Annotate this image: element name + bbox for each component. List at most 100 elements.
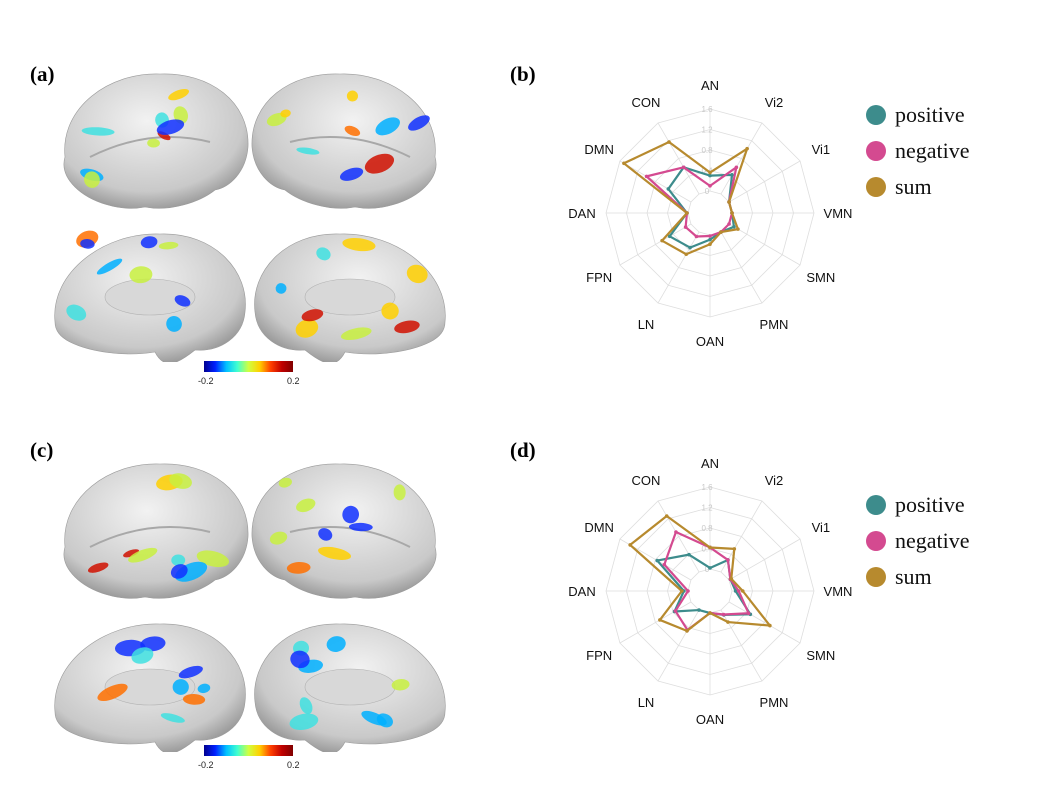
data-point-positive-FPN <box>667 234 672 239</box>
r-tick-label: 1.2 <box>701 504 713 513</box>
data-point-positive-AN <box>708 173 712 178</box>
data-point-positive-Vi2 <box>730 173 734 177</box>
axis-label-FPN: FPN <box>586 648 612 663</box>
activation-blob <box>97 683 128 702</box>
axis-label-VMN: VMN <box>824 584 853 599</box>
activation-blob <box>87 562 109 573</box>
legend-b: positive negative sum <box>866 97 970 205</box>
data-point-sum-Vi2 <box>745 146 749 151</box>
panel-label-d: (d) <box>510 438 536 462</box>
legend-item-negative: negative <box>866 523 970 559</box>
grid-spoke <box>657 122 700 195</box>
data-point-sum-DMN <box>622 161 626 166</box>
activation-blob <box>178 665 203 679</box>
brain-view <box>54 230 246 362</box>
activation-blob <box>295 319 319 338</box>
activation-blob <box>269 531 288 545</box>
data-point-sum-Vi2 <box>732 547 737 551</box>
legend-label: sum <box>895 174 932 199</box>
data-point-positive-DMN <box>666 187 671 191</box>
axis-label-SMN: SMN <box>806 648 835 663</box>
data-point-positive-CON <box>687 552 691 557</box>
activation-blob <box>275 283 287 294</box>
brain-maps-a <box>54 73 446 362</box>
series-sum <box>622 140 749 257</box>
data-point-sum-PMN <box>726 620 730 624</box>
data-point-sum-SMN <box>736 227 740 231</box>
panel-label-a: (a) <box>30 62 55 86</box>
panel-label-b: (b) <box>510 62 536 86</box>
activation-blob <box>391 679 410 691</box>
data-point-positive-SMN <box>732 225 736 229</box>
data-point-positive-LN <box>688 245 692 250</box>
grid-spoke <box>619 160 692 203</box>
activation-blob <box>123 549 140 558</box>
axis-label-LN: LN <box>638 695 655 710</box>
axis-label-Vi2: Vi2 <box>765 473 784 488</box>
radar-grid <box>605 108 815 318</box>
data-point-negative-DMN <box>662 562 667 567</box>
brain-maps-c <box>54 463 446 752</box>
data-point-negative-Vi2 <box>726 558 730 562</box>
axis-label-SMN: SMN <box>806 270 835 285</box>
colorbar-c-min: -0.2 <box>198 760 214 770</box>
activation-blob <box>182 693 206 705</box>
legend-label: sum <box>895 564 932 589</box>
data-point-sum-OAN <box>708 242 712 247</box>
activation-blob <box>299 697 313 715</box>
legend-label: negative <box>895 138 970 163</box>
activation-blob <box>326 636 346 652</box>
data-point-negative-DMN <box>644 174 649 179</box>
axis-label-OAN: OAN <box>696 712 724 727</box>
axis-label-AN: AN <box>701 78 719 93</box>
axis-label-OAN: OAN <box>696 334 724 349</box>
activation-blob <box>128 547 158 563</box>
grid-spoke <box>728 160 801 203</box>
axis-label-VMN: VMN <box>824 206 853 221</box>
brain-view <box>254 233 446 362</box>
grid-spoke <box>657 500 700 573</box>
activation-blob <box>169 473 192 489</box>
activation-blob <box>296 498 316 513</box>
grid-spoke <box>720 122 763 195</box>
activation-blob <box>278 477 292 488</box>
data-point-positive-DMN <box>655 558 660 563</box>
legend-item-sum: sum <box>866 169 970 205</box>
data-point-sum-VMN <box>740 589 745 593</box>
brain-view <box>251 73 437 209</box>
r-tick-label: 0.4 <box>701 545 713 554</box>
data-point-negative-CON <box>681 165 686 170</box>
activation-blob <box>160 713 185 723</box>
data-point-sum-DAN <box>680 589 684 593</box>
activation-blob <box>66 304 87 321</box>
activation-blob <box>344 125 361 137</box>
data-point-sum-PMN <box>719 230 723 234</box>
data-point-sum-LN <box>684 252 688 257</box>
colorbar-a-max: 0.2 <box>287 376 300 386</box>
activation-blob <box>408 115 430 131</box>
r-tick-label: 0 <box>705 565 710 574</box>
grid-spoke <box>728 601 801 644</box>
axis-label-LN: LN <box>638 317 655 332</box>
activation-blob <box>289 713 319 730</box>
activation-blob <box>158 241 179 250</box>
legend-item-positive: positive <box>866 487 970 523</box>
brain-view <box>63 463 249 599</box>
activation-blob <box>342 237 376 252</box>
activation-blob <box>381 302 399 320</box>
data-point-negative-AN <box>708 184 712 188</box>
data-point-negative-Vi2 <box>734 165 739 170</box>
data-point-sum-CON <box>664 514 669 518</box>
legend-item-negative: negative <box>866 133 970 169</box>
legend-swatch <box>866 567 886 587</box>
legend-swatch <box>866 105 886 125</box>
data-point-negative-FPN <box>673 609 678 613</box>
r-tick-label: 0.8 <box>701 524 713 533</box>
data-point-negative-SMN <box>727 222 731 226</box>
axis-label-PMN: PMN <box>760 317 789 332</box>
activation-blob <box>339 167 364 181</box>
r-tick-label: 1.6 <box>701 105 713 114</box>
axis-label-CON: CON <box>632 473 661 488</box>
activation-blob <box>394 320 420 334</box>
activation-blob <box>129 266 153 284</box>
